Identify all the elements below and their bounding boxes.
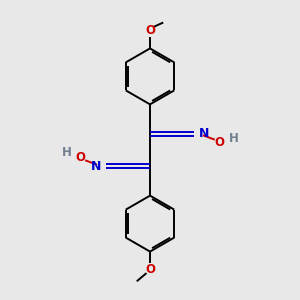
Text: N: N	[199, 127, 209, 140]
Text: O: O	[145, 263, 155, 276]
Text: H: H	[62, 146, 72, 159]
Text: O: O	[215, 136, 225, 149]
Text: H: H	[228, 132, 238, 145]
Text: N: N	[91, 160, 101, 173]
Text: O: O	[145, 24, 155, 37]
Text: O: O	[75, 151, 85, 164]
